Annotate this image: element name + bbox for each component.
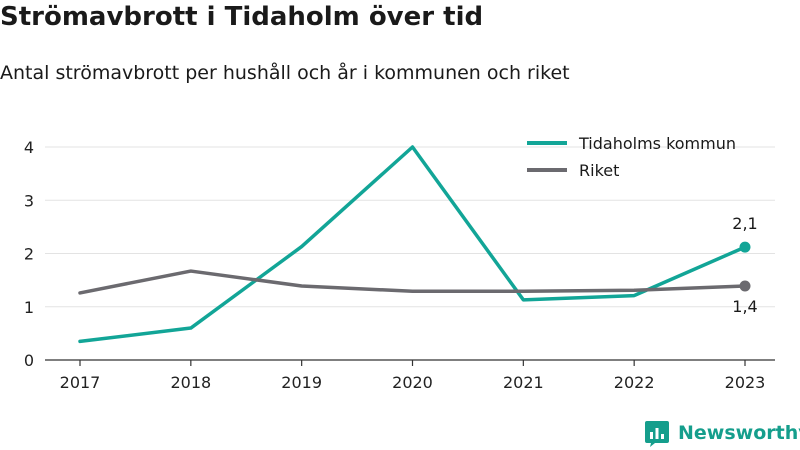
series-line-riket	[78, 269, 747, 295]
x-tick-label: 2020	[392, 373, 433, 392]
y-tick-label: 2	[24, 245, 34, 264]
label-layer: 2,1 1,4	[732, 214, 757, 316]
x-tick-label: 2018	[170, 373, 211, 392]
end-value-label: 2,1	[732, 214, 757, 233]
y-tick-label: 3	[24, 191, 34, 210]
legend: Tidaholms kommun Riket	[527, 134, 736, 180]
y-tick-label: 1	[24, 298, 34, 317]
series-line-tidaholm	[78, 145, 747, 344]
y-tick-label: 4	[24, 138, 34, 157]
brand-name: Newsworthy	[678, 422, 800, 444]
brand-logo: Newsworthy	[644, 418, 800, 448]
end-point-marker	[739, 241, 751, 253]
y-tick-label: 0	[24, 351, 34, 370]
newsworthy-logo-icon	[645, 421, 669, 447]
legend-label: Riket	[579, 161, 619, 180]
legend-label: Tidaholms kommun	[578, 134, 736, 153]
chart-title: Strömavbrott i Tidaholm över tid	[0, 2, 484, 32]
grid-layer	[45, 146, 775, 308]
series-layer	[78, 145, 751, 344]
x-tick-label: 2017	[60, 373, 101, 392]
x-tick-label: 2023	[725, 373, 766, 392]
x-tick-label: 2022	[614, 373, 655, 392]
x-tick-label: 2019	[281, 373, 322, 392]
end-value-label: 1,4	[732, 297, 757, 316]
chart-subtitle: Antal strömavbrott per hushåll och år i …	[0, 62, 570, 84]
axis-layer: 0 1 2 3 4 2017 2018 2019 2020 2021 2022 2023	[24, 138, 775, 392]
x-tick-label: 2021	[503, 373, 544, 392]
end-point-marker	[739, 280, 751, 292]
